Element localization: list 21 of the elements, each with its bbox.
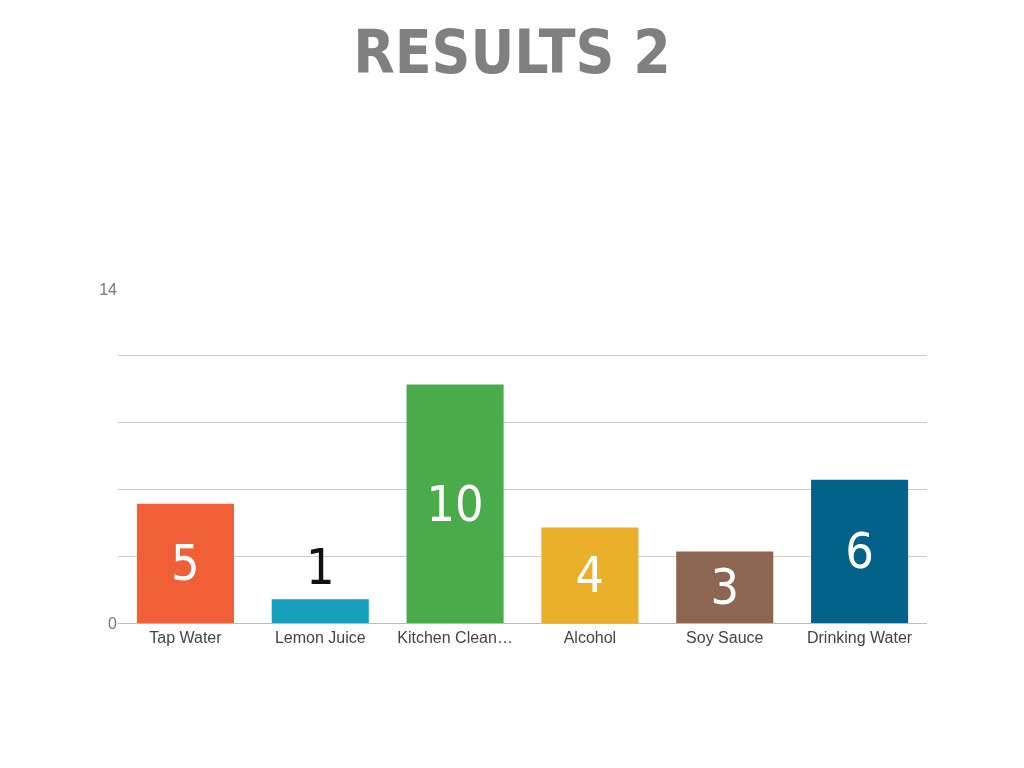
bar: [406, 384, 504, 623]
x-tick-label: Lemon Juice: [274, 629, 366, 647]
y-tick-label: 0: [108, 614, 118, 632]
x-tick-label: Drinking Water: [806, 629, 913, 647]
bar: [676, 551, 774, 623]
data-label: 10: [426, 474, 484, 533]
x-tick-label: Tap Water: [149, 629, 223, 647]
data-label: 3: [710, 558, 740, 617]
bar: [811, 479, 909, 623]
data-label: 1: [305, 538, 335, 597]
bar: [541, 527, 639, 623]
x-tick-label: Alcohol: [563, 629, 617, 647]
data-label: 4: [575, 546, 605, 605]
y-tick-label: 14: [99, 280, 118, 298]
x-tick-label: Soy Sauce: [686, 629, 764, 647]
chart-title: RESULTS 2: [353, 16, 671, 87]
data-label: 6: [845, 522, 874, 581]
data-label: 5: [171, 534, 200, 593]
bar: [136, 503, 234, 623]
x-tick-label: Kitchen Clean…: [397, 629, 513, 647]
bar: [271, 599, 369, 623]
